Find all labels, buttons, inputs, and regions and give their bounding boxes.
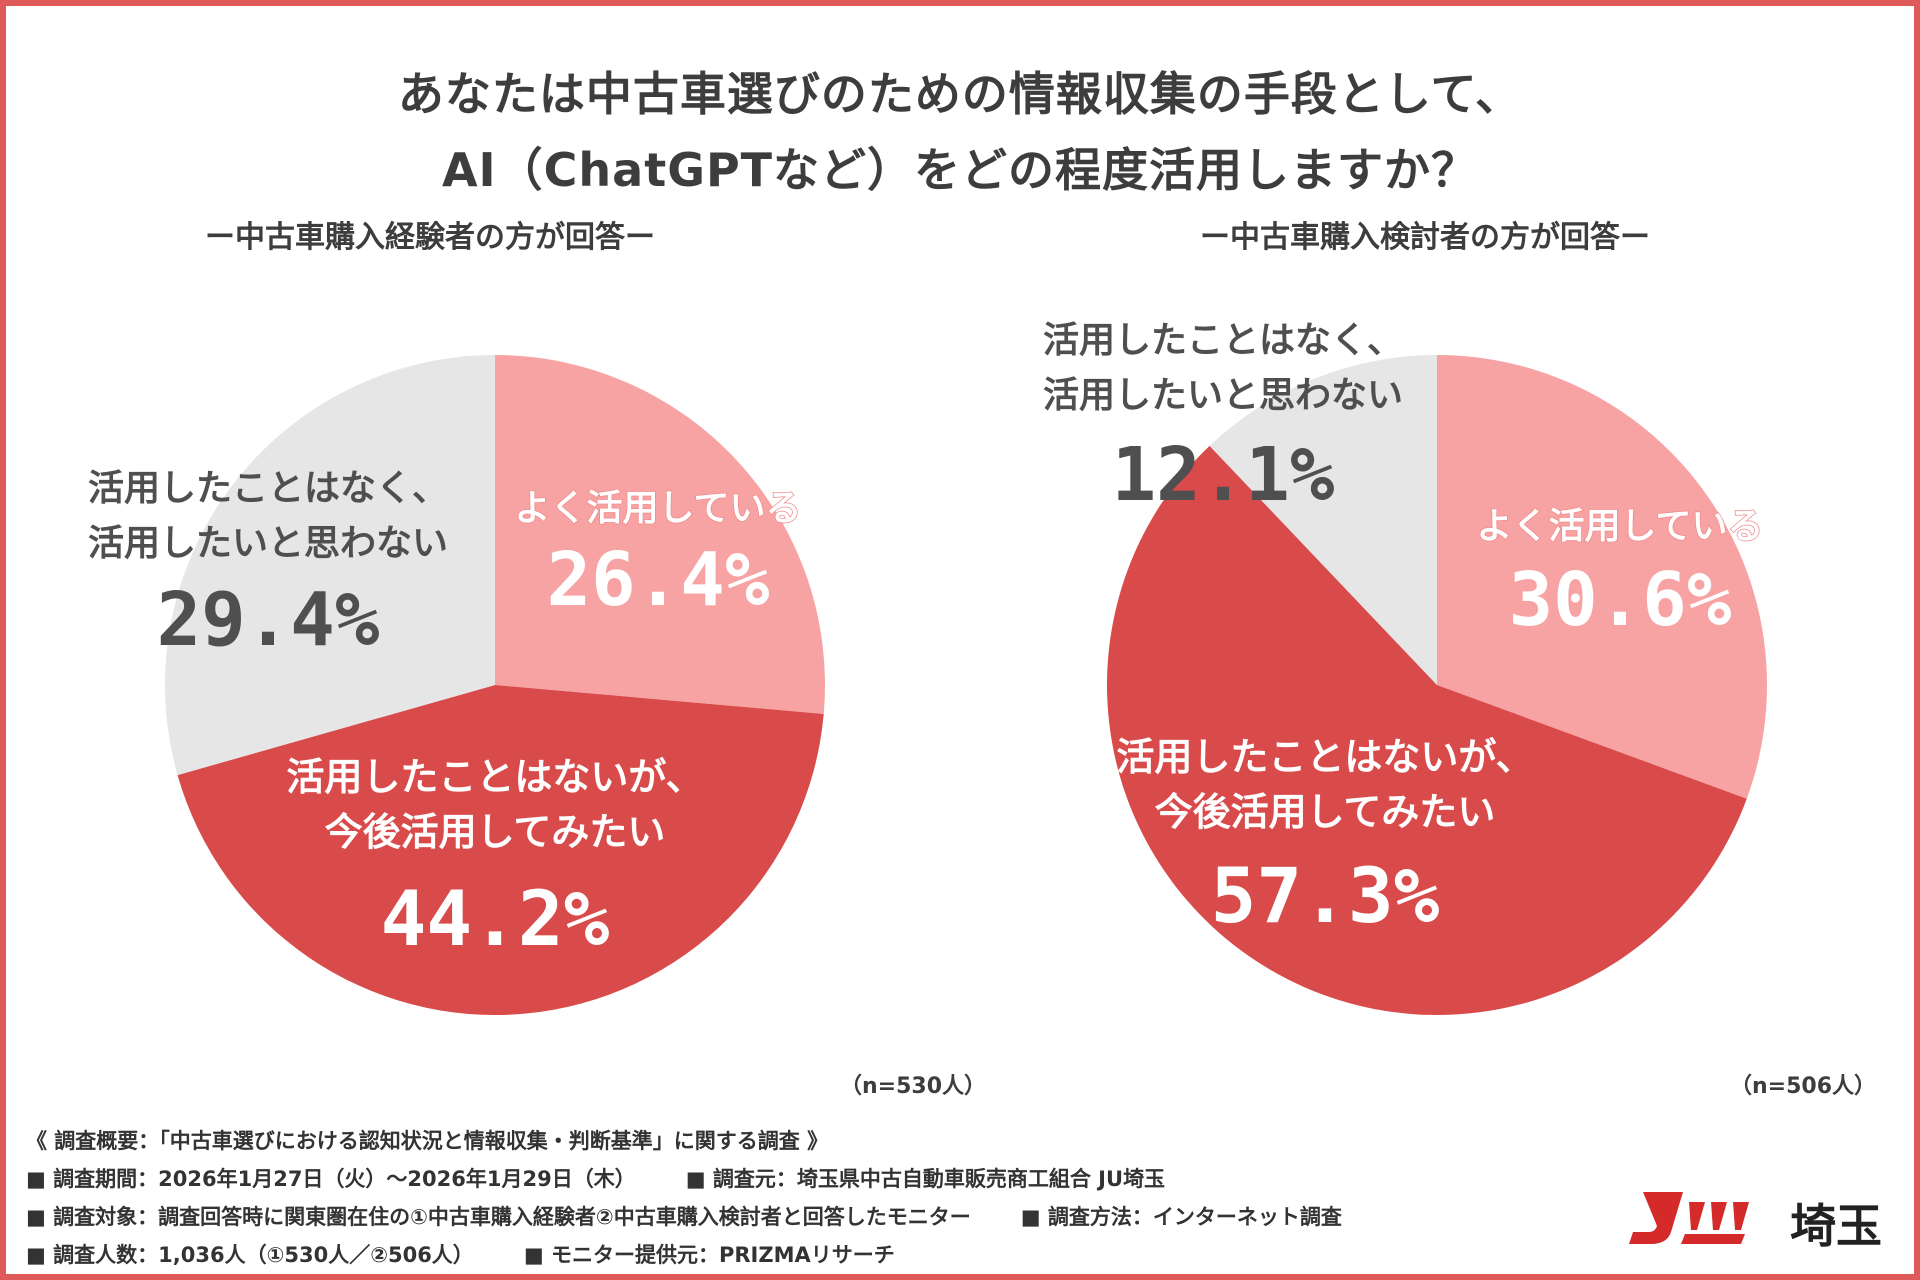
footer-line-4: ■ 調査人数：1,036人（①530人／②506人） ■ モニター提供元：PRIZ… [26, 1236, 1586, 1274]
survey-target: ■ 調査対象：調査回答時に関東圏在住の①中古車購入経験者②中古車購入検討者と回答… [26, 1205, 971, 1229]
right-chart-subtitle: ー中古車購入検討者の方が回答ー [1200, 220, 1650, 255]
pie2-slice-3 [1209, 355, 1437, 685]
ju-logo-mark [1629, 1192, 1749, 1244]
pie2-slice-3-value-label: 12.1% [1112, 432, 1335, 518]
pie1-slice-2-label-line-1: 活用したことはないが、 [286, 755, 703, 799]
footer-line-1: 《 調査概要：「中古車選びにおける認知状況と情報収集・判断基準」に関する調査 》 [26, 1129, 829, 1153]
chart-title-line1: あなたは中古車選びのための情報収集の手段として、 [397, 67, 1523, 121]
pie2-slice-2 [1106, 445, 1747, 1015]
pie2-slice-2-label-line-2: 今後活用してみたい [1155, 790, 1496, 834]
survey-method: ■ 調査方法：インターネット調査 [1020, 1205, 1342, 1229]
footer-line-2: ■ 調査期間：2026年1月27日（火）～2026年1月29日（木） ■ 調査元：… [26, 1160, 1586, 1198]
logo-text: 埼玉 [1790, 1199, 1882, 1253]
pie1-slice-3 [165, 354, 495, 776]
footer-line-3: ■ 調査対象：調査回答時に関東圏在住の①中古車購入経験者②中古車購入検討者と回答… [26, 1198, 1586, 1236]
pie1-slice-2 [177, 685, 824, 1015]
right-sample-size: （n=506人） [1730, 1074, 1877, 1099]
pie2-slice-1-value-label: 30.6% [1509, 557, 1732, 643]
pie1-slice-2-label-line-2: 今後活用してみたい [325, 810, 666, 854]
left-chart-subtitle: ー中古車購入経験者の方が回答ー [205, 220, 655, 255]
survey-period: ■ 調査期間：2026年1月27日（火）～2026年1月29日（木） [26, 1167, 636, 1191]
pie2-slice-3-label-line-2: 活用したいと思わない [1043, 375, 1403, 416]
survey-panel: ■ モニター提供元：PRIZMAリサーチ [523, 1243, 895, 1267]
pie2-slice-3-label-line-1: 活用したことはなく、 [1043, 320, 1403, 361]
pie1-slice-3-label-line-2: 活用したいと思わない [88, 523, 448, 564]
left-sample-size: （n=530人） [840, 1074, 987, 1099]
pie2-slice-2-label-line-1: 活用したことはないが、 [1116, 735, 1533, 779]
pie2-slice-1-label-line-1: よく活用している [1477, 506, 1764, 547]
pie1-slice-1-label-line-1: よく活用している [515, 488, 802, 529]
pie2-slice-1 [1437, 355, 1767, 799]
pie1-slice-1 [495, 355, 825, 714]
chart-title-line2: AI（ChatGPTなど）をどの程度活用しますか？ [441, 143, 1479, 197]
pie1-slice-3-value-label: 29.4% [157, 577, 380, 663]
pie1-slice-3-label-line-1: 活用したことはなく、 [88, 468, 448, 509]
pie2-slice-2-value-label: 57.3% [1211, 851, 1440, 940]
survey-footer: 《 調査概要：「中古車選びにおける認知状況と情報収集・判断基準」に関する調査 》… [26, 1122, 1586, 1274]
survey-source: ■ 調査元：埼玉県中古自動車販売商工組合 JU埼玉 [685, 1167, 1166, 1191]
pie1-slice-2-value-label: 44.2% [381, 874, 610, 963]
pie1-slice-1-value-label: 26.4% [547, 537, 770, 623]
survey-count: ■ 調査人数：1,036人（①530人／②506人） [26, 1243, 474, 1267]
